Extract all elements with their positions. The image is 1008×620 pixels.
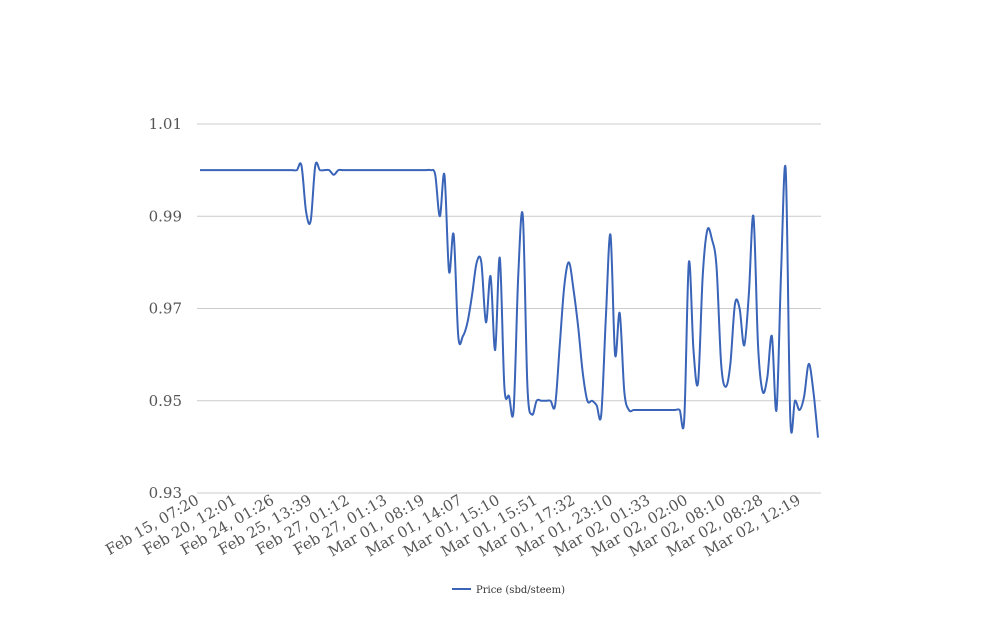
legend-label: Price (sbd/steem): [476, 585, 565, 596]
gridlines: [197, 123, 821, 494]
y-tick-label: 0.97: [149, 300, 182, 318]
y-tick-label: 0.95: [149, 392, 182, 410]
y-tick-label: 0.93: [149, 484, 182, 502]
legend: Price (sbd/steem): [452, 585, 565, 596]
y-tick-label: 1.01: [149, 115, 182, 133]
series-line-price: [200, 161, 819, 438]
y-tick-label: 0.99: [149, 207, 182, 225]
y-axis-ticks: 0.93 0.95 0.97 0.99 1.01: [149, 115, 182, 502]
series-layer: [200, 161, 819, 438]
